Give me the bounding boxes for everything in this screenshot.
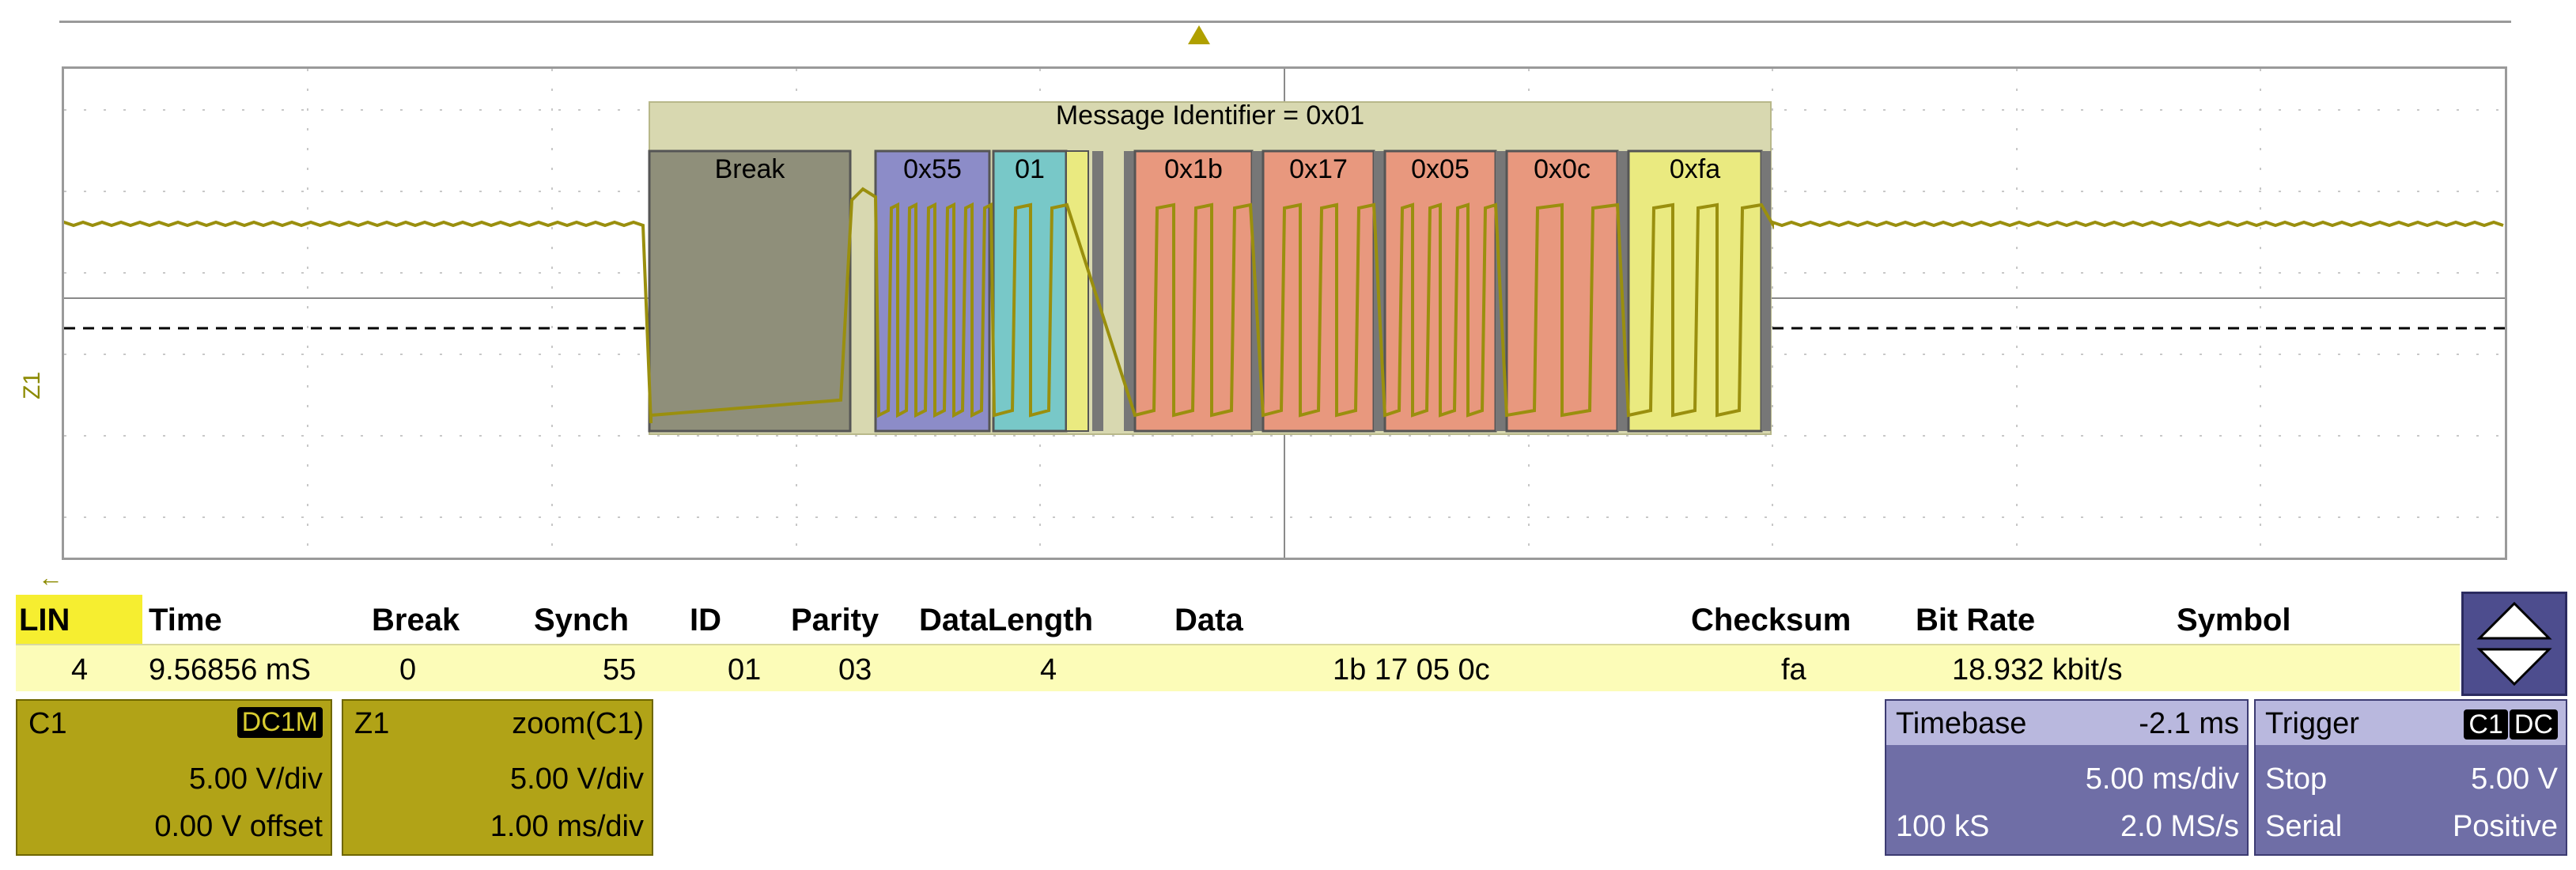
z1-source: zoom(C1) xyxy=(512,707,644,740)
field-gap xyxy=(1092,151,1103,431)
trigger-coupling-badge: DC xyxy=(2509,709,2558,740)
cell-id: 01 xyxy=(728,653,762,687)
timeline-bar xyxy=(59,21,2511,23)
cell-bitrate: 18.932 kbit/s xyxy=(1952,653,2123,687)
timebase-box[interactable]: Timebase -2.1 ms 5.00 ms/div 100 kS 2.0 … xyxy=(1885,699,2249,856)
header-time: Time xyxy=(149,603,222,637)
header-datalength: DataLength xyxy=(919,603,1093,637)
z1-timebase: 1.00 ms/div xyxy=(490,810,644,843)
waveform-grid[interactable]: Message Identifier = 0x01 Break 0x55 01 … xyxy=(62,66,2507,560)
trigger-type: Serial xyxy=(2265,810,2343,843)
c1-coupling-badge: DC1M xyxy=(236,707,323,738)
arrow-left-icon[interactable]: ← xyxy=(38,563,63,592)
timebase-scale: 5.00 ms/div xyxy=(2085,762,2239,796)
trigger-box[interactable]: Trigger C1 DC Stop 5.00 V Serial Positive xyxy=(2254,699,2567,856)
channel-c1-box[interactable]: C1 DC1M 5.00 V/div 0.00 V offset xyxy=(16,699,332,856)
field-label-checksum: 0xfa xyxy=(1670,154,1720,184)
table-row[interactable]: 4 9.56856 mS 0 55 01 03 4 1b 17 05 0c fa… xyxy=(16,644,2460,691)
cell-lin: 4 xyxy=(71,653,89,687)
header-checksum: Checksum xyxy=(1691,603,1852,637)
field-label-id: 01 xyxy=(1015,154,1045,184)
z1-name: Z1 xyxy=(354,707,390,740)
zoom-z1-box[interactable]: Z1 zoom(C1) 5.00 V/div 1.00 ms/div xyxy=(342,699,653,856)
cell-checksum: fa xyxy=(1781,653,1806,687)
field-label-data-0: 0x1b xyxy=(1164,154,1223,184)
cell-break: 0 xyxy=(399,653,417,687)
trigger-title: Trigger xyxy=(2265,707,2359,740)
waveform-svg: Message Identifier = 0x01 Break 0x55 01 … xyxy=(64,69,2505,558)
cell-parity: 03 xyxy=(838,653,872,687)
decode-table[interactable]: LIN Time Break Synch ID Parity DataLengt… xyxy=(16,595,2460,691)
trigger-mode: Stop xyxy=(2265,762,2328,796)
field-parity xyxy=(1065,150,1089,432)
field-label-sync: 0x55 xyxy=(903,154,962,184)
frame-label: Message Identifier = 0x01 xyxy=(1056,100,1364,130)
field-label-break: Break xyxy=(715,154,786,184)
c1-offset: 0.00 V offset xyxy=(154,810,323,843)
cell-datalength: 4 xyxy=(1040,653,1057,687)
header-id: ID xyxy=(690,603,721,637)
trigger-slope: Positive xyxy=(2452,810,2558,843)
scroll-up-down-icon[interactable] xyxy=(2461,592,2567,696)
trigger-source-badge: C1 xyxy=(2464,709,2508,740)
cell-data: 1b 17 05 0c xyxy=(1333,653,1490,687)
header-break: Break xyxy=(372,603,460,637)
trigger-position-icon[interactable] xyxy=(1188,25,1210,44)
header-bitrate: Bit Rate xyxy=(1916,603,2036,637)
z1-scale: 5.00 V/div xyxy=(510,762,644,796)
field-break[interactable] xyxy=(648,149,852,433)
trigger-badges: C1 DC xyxy=(2464,707,2558,741)
field-label-data-3: 0x0c xyxy=(1534,154,1591,184)
field-label-data-1: 0x17 xyxy=(1289,154,1348,184)
timebase-samples: 100 kS xyxy=(1896,810,1990,843)
header-lin: LIN xyxy=(19,603,70,637)
field-gap xyxy=(1124,151,1135,431)
trigger-level: 5.00 V xyxy=(2471,762,2558,796)
lin-trace xyxy=(64,187,2504,424)
field-label-data-2: 0x05 xyxy=(1411,154,1470,184)
header-synch: Synch xyxy=(534,603,630,637)
timebase-title-bar xyxy=(1886,701,2247,745)
lin-header-highlight xyxy=(16,595,142,644)
header-data: Data xyxy=(1175,603,1243,637)
cell-time: 9.56856 mS xyxy=(149,653,311,687)
zoom-trace-label: Z1 xyxy=(19,371,45,399)
timebase-rate: 2.0 MS/s xyxy=(2120,810,2239,843)
table-header: LIN Time Break Synch ID Parity DataLengt… xyxy=(16,595,2460,644)
timebase-title: Timebase xyxy=(1896,707,2027,740)
c1-name: C1 xyxy=(28,707,67,740)
cell-synch: 55 xyxy=(603,653,637,687)
header-symbol: Symbol xyxy=(2177,603,2291,637)
timebase-delay: -2.1 ms xyxy=(2139,707,2239,740)
c1-scale: 5.00 V/div xyxy=(189,762,323,796)
field-gap xyxy=(1761,151,1771,431)
header-parity: Parity xyxy=(791,603,879,637)
